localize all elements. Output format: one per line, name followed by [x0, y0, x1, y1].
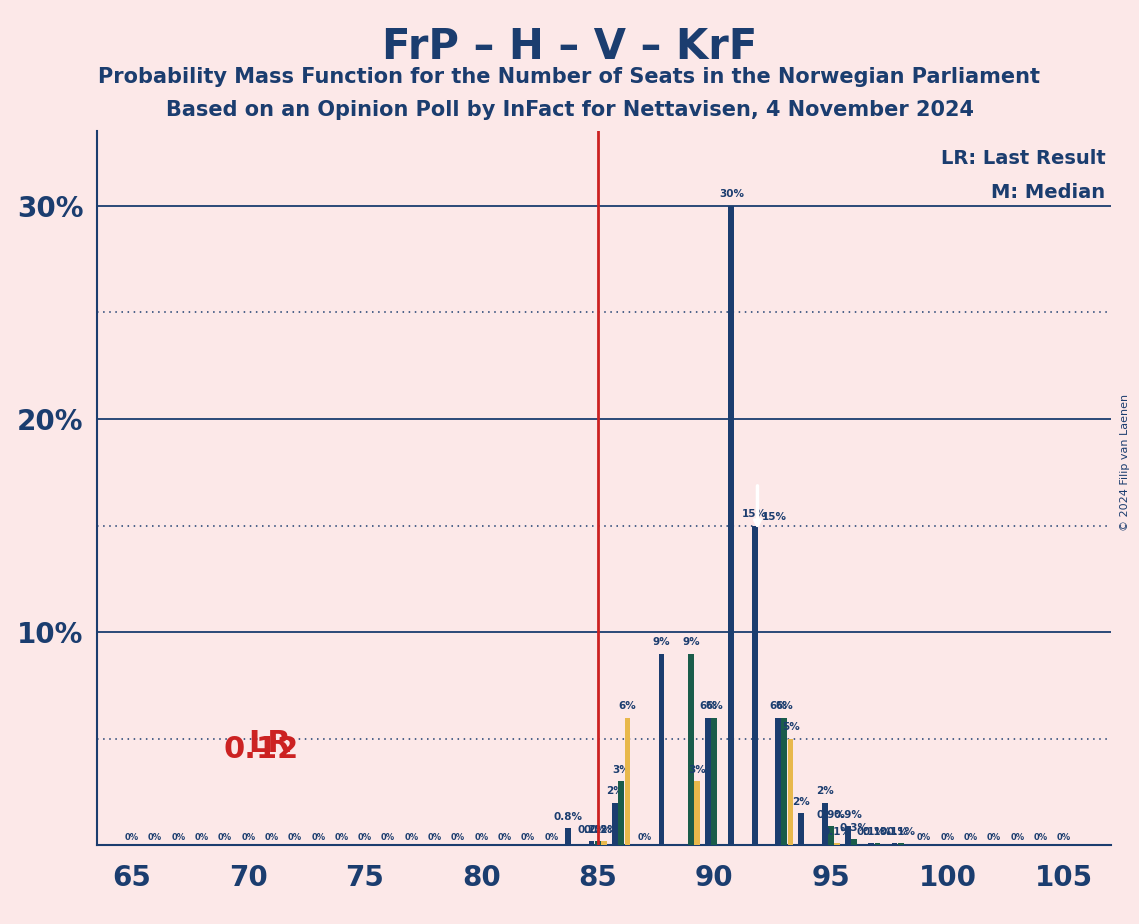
Text: 0.1%: 0.1% — [822, 827, 852, 837]
Text: Probability Mass Function for the Number of Seats in the Norwegian Parliament: Probability Mass Function for the Number… — [98, 67, 1041, 87]
Text: 2%: 2% — [606, 786, 624, 796]
Bar — [752, 526, 757, 845]
Text: 0%: 0% — [288, 833, 302, 843]
Text: 0%: 0% — [218, 833, 232, 843]
Text: 0.2%: 0.2% — [583, 825, 613, 834]
Text: 30%: 30% — [719, 189, 744, 200]
Bar — [612, 803, 617, 845]
Text: 0%: 0% — [311, 833, 326, 843]
Text: 0.9%: 0.9% — [817, 809, 845, 820]
Bar — [658, 653, 664, 845]
Text: 0.9%: 0.9% — [834, 809, 862, 820]
Bar — [589, 841, 595, 845]
Text: 6%: 6% — [705, 701, 723, 711]
Text: 0%: 0% — [941, 833, 954, 843]
Text: 6%: 6% — [769, 701, 787, 711]
Text: 0%: 0% — [1033, 833, 1048, 843]
Text: 0%: 0% — [1010, 833, 1024, 843]
Bar — [788, 739, 794, 845]
Text: 0.3%: 0.3% — [839, 822, 869, 833]
Text: 9%: 9% — [682, 638, 699, 647]
Text: M: Median: M: Median — [991, 183, 1106, 201]
Text: 0%: 0% — [544, 833, 558, 843]
Text: 0%: 0% — [1057, 833, 1071, 843]
Bar — [828, 826, 834, 845]
Bar — [875, 844, 880, 845]
Text: 0%: 0% — [148, 833, 162, 843]
Text: 0.1%: 0.1% — [863, 827, 892, 837]
Text: 0%: 0% — [335, 833, 349, 843]
Text: 0.2%: 0.2% — [577, 825, 606, 834]
Text: LR: LR — [248, 729, 292, 758]
Bar — [781, 718, 787, 845]
Text: 0.1%: 0.1% — [886, 827, 916, 837]
Bar — [695, 782, 700, 845]
Bar — [845, 826, 851, 845]
Text: 0%: 0% — [474, 833, 489, 843]
Bar — [712, 718, 718, 845]
Text: 0%: 0% — [264, 833, 279, 843]
Bar — [892, 844, 898, 845]
Text: © 2024 Filip van Laenen: © 2024 Filip van Laenen — [1121, 394, 1130, 530]
Bar — [595, 841, 600, 845]
Text: 3%: 3% — [688, 765, 706, 775]
Bar — [729, 206, 735, 845]
Bar — [851, 839, 858, 845]
Bar — [624, 718, 630, 845]
Text: 0%: 0% — [382, 833, 395, 843]
Text: 0%: 0% — [241, 833, 255, 843]
Text: 0%: 0% — [638, 833, 652, 843]
Text: 0%: 0% — [358, 833, 371, 843]
Text: 0.12: 0.12 — [223, 735, 298, 763]
Text: 15%: 15% — [743, 509, 768, 519]
Text: 2%: 2% — [793, 797, 810, 807]
Text: 0.8%: 0.8% — [554, 812, 583, 822]
Text: 5%: 5% — [781, 723, 800, 733]
Text: 0%: 0% — [124, 833, 139, 843]
Bar — [618, 782, 624, 845]
Text: Based on an Opinion Poll by InFact for Nettavisen, 4 November 2024: Based on an Opinion Poll by InFact for N… — [165, 100, 974, 120]
Text: 0%: 0% — [404, 833, 418, 843]
Text: 2%: 2% — [816, 786, 834, 796]
Text: 6%: 6% — [618, 701, 637, 711]
Text: 6%: 6% — [699, 701, 716, 711]
Text: 0.2%: 0.2% — [590, 825, 618, 834]
Text: 9%: 9% — [653, 638, 670, 647]
Text: 0%: 0% — [195, 833, 208, 843]
Bar — [898, 844, 903, 845]
Bar — [775, 718, 781, 845]
Bar — [798, 813, 804, 845]
Text: 0%: 0% — [498, 833, 511, 843]
Bar — [834, 844, 841, 845]
Text: 0%: 0% — [964, 833, 977, 843]
Text: 0%: 0% — [427, 833, 442, 843]
Text: 15%: 15% — [762, 512, 787, 522]
Text: 6%: 6% — [776, 701, 793, 711]
Text: 0%: 0% — [917, 833, 932, 843]
Text: 0.1%: 0.1% — [857, 827, 886, 837]
Bar — [565, 829, 571, 845]
Bar — [601, 841, 607, 845]
Text: 0%: 0% — [988, 833, 1001, 843]
Text: 0.1%: 0.1% — [880, 827, 909, 837]
Text: 0%: 0% — [171, 833, 186, 843]
Text: LR: Last Result: LR: Last Result — [941, 149, 1106, 168]
Text: 3%: 3% — [613, 765, 630, 775]
Text: 0%: 0% — [451, 833, 465, 843]
Bar — [868, 844, 874, 845]
Bar — [821, 803, 828, 845]
Bar — [705, 718, 711, 845]
Bar — [688, 653, 694, 845]
Text: 0%: 0% — [521, 833, 535, 843]
Text: FrP – H – V – KrF: FrP – H – V – KrF — [382, 26, 757, 67]
